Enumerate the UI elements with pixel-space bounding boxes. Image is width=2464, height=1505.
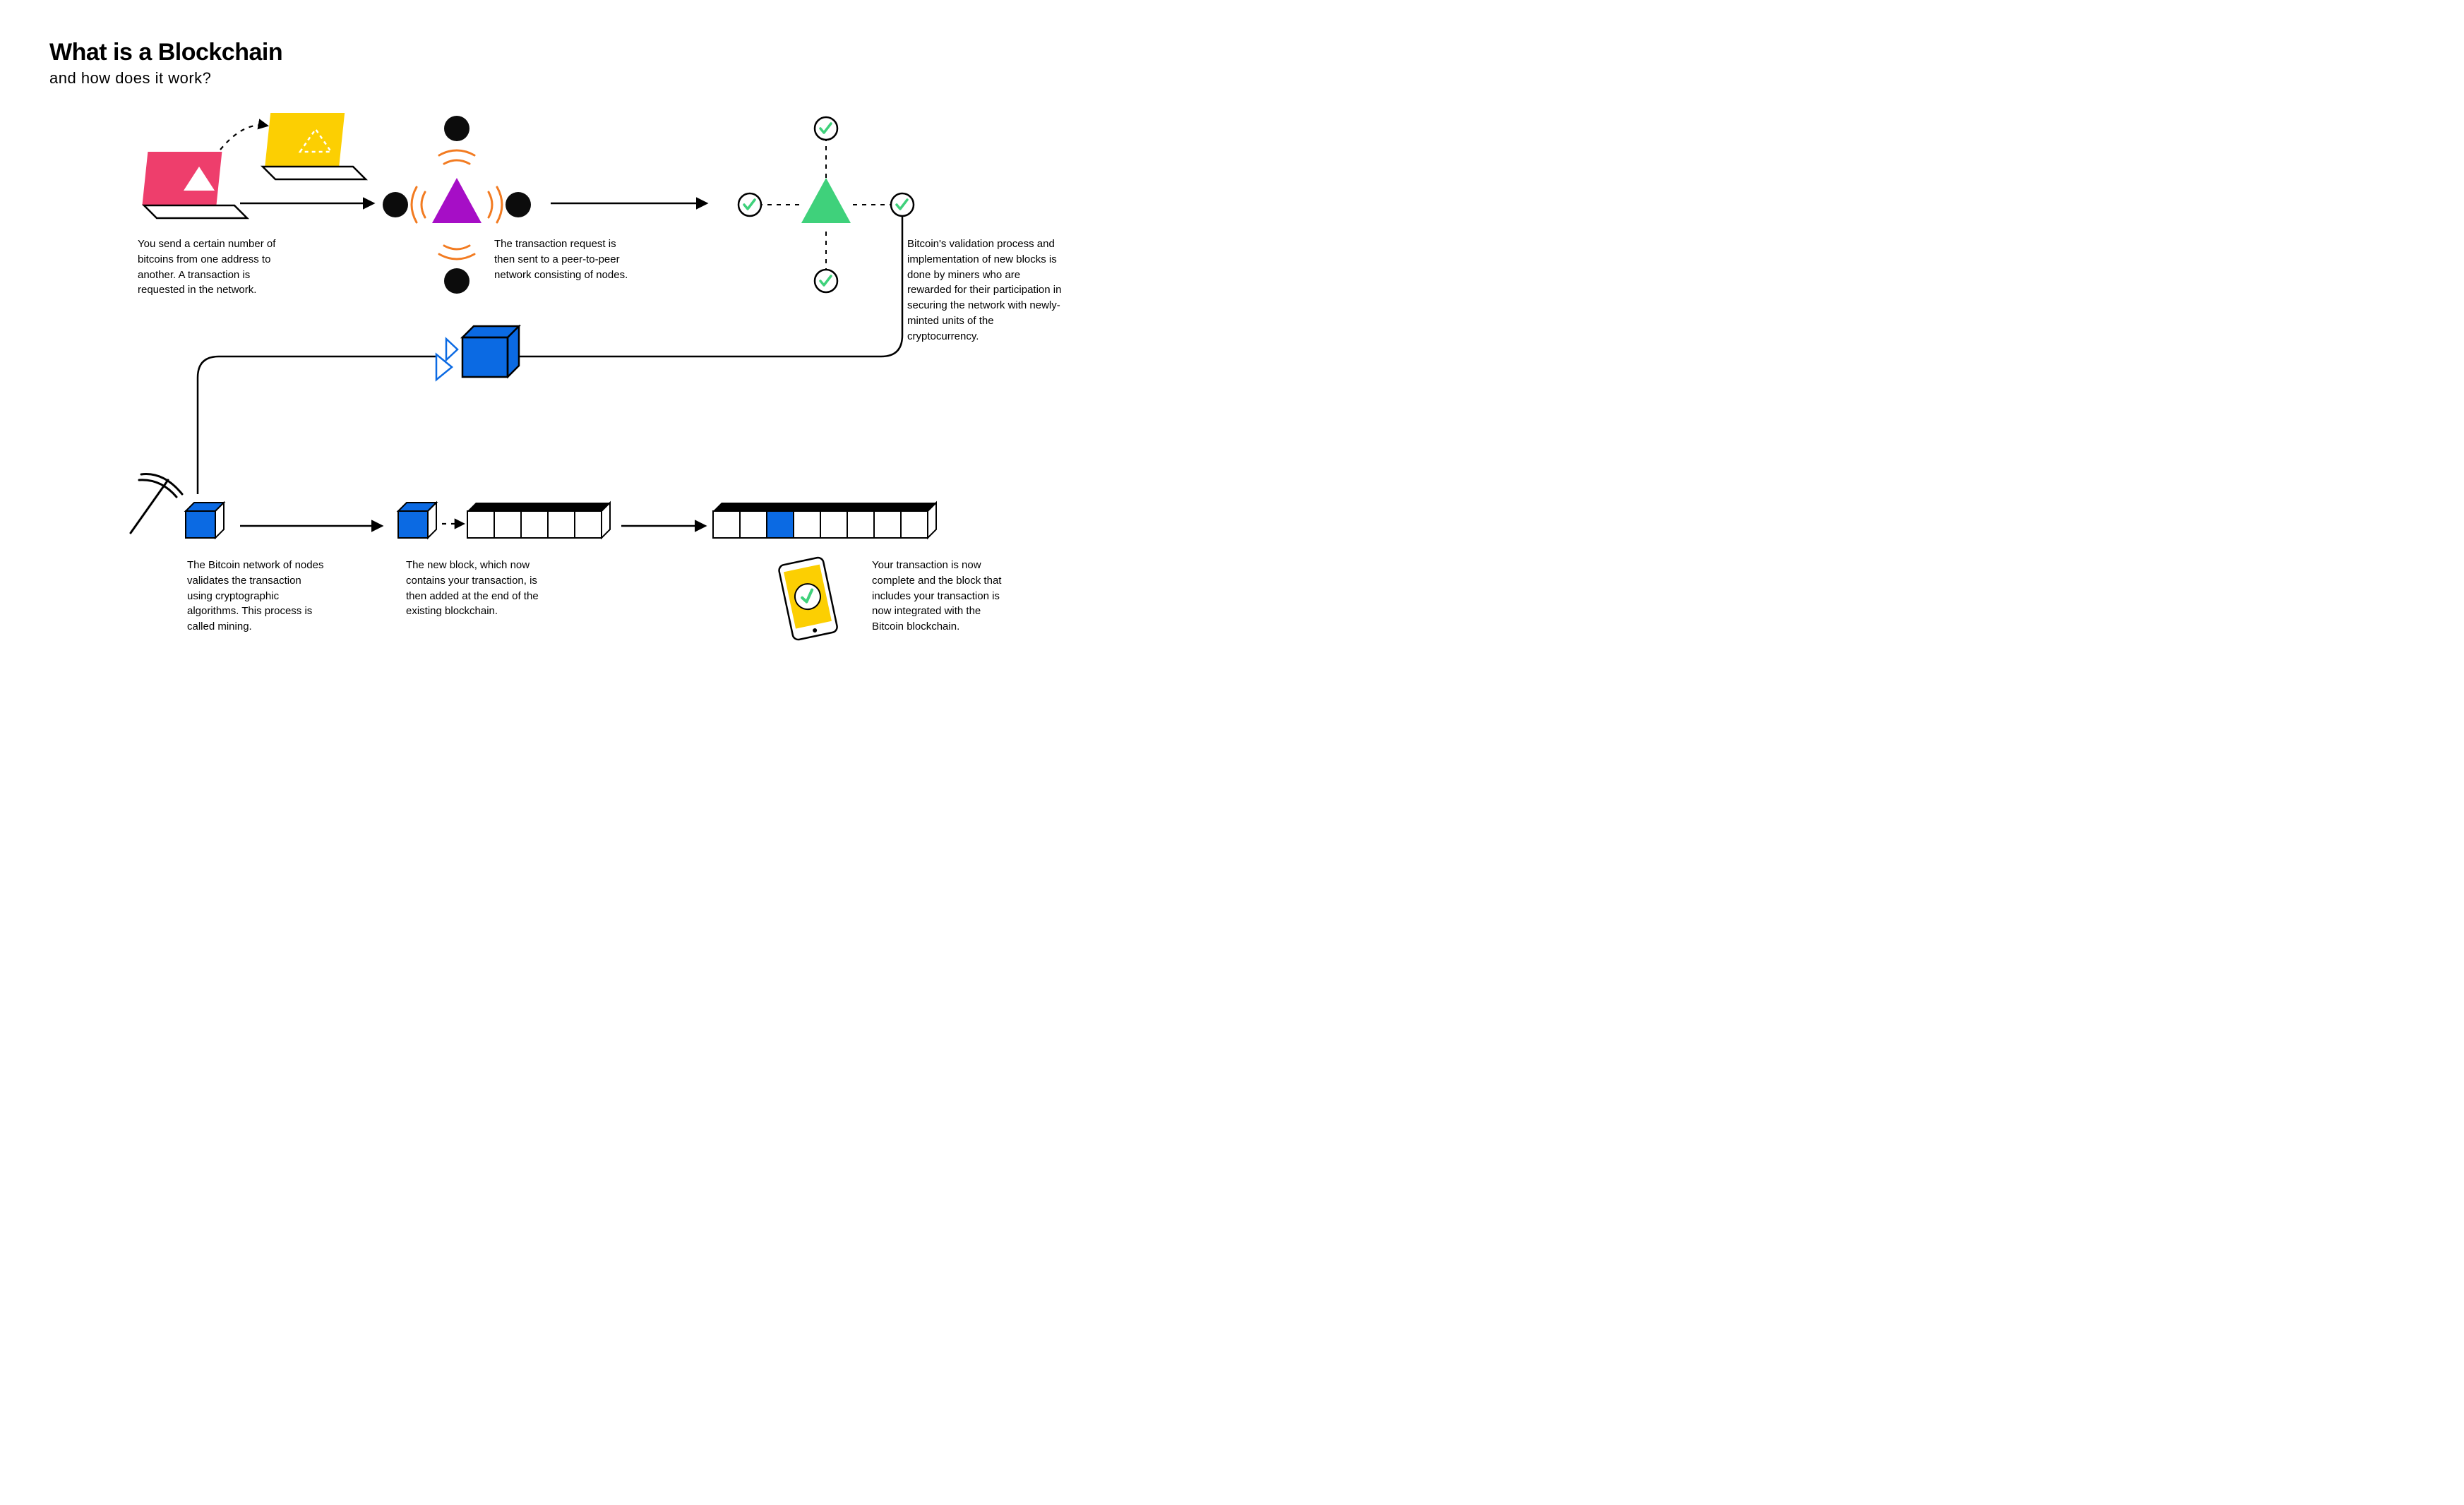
phone-confirm-icon	[778, 557, 838, 641]
center-cube-icon	[436, 326, 519, 380]
page-subtitle: and how does it work?	[49, 69, 282, 88]
blockchain-final-icon	[713, 503, 936, 538]
arrow-dashed-laptops	[220, 125, 267, 150]
blockchain-existing-icon	[467, 503, 610, 538]
validate-icon	[738, 117, 914, 292]
page-title: What is a Blockchain	[49, 39, 282, 66]
laptop-yellow-icon	[263, 113, 366, 179]
header: What is a Blockchain and how does it wor…	[49, 39, 282, 88]
step1-caption: You send a certain number of bitcoins fr…	[138, 236, 286, 298]
step3-caption: Bitcoin's validation process and impleme…	[907, 236, 1063, 344]
step2-caption: The transaction request is then sent to …	[494, 236, 635, 282]
step4-caption: The Bitcoin network of nodes validates t…	[187, 558, 328, 635]
pickaxe-icon	[131, 474, 182, 533]
connector-path-2	[198, 356, 436, 494]
step6-caption: Your transaction is now complete and the…	[872, 558, 1013, 635]
step5-caption: The new block, which now contains your t…	[406, 558, 558, 619]
new-block-cube-icon	[398, 503, 436, 538]
laptop-pink-icon	[142, 152, 247, 218]
mining-cube-icon	[186, 503, 224, 538]
